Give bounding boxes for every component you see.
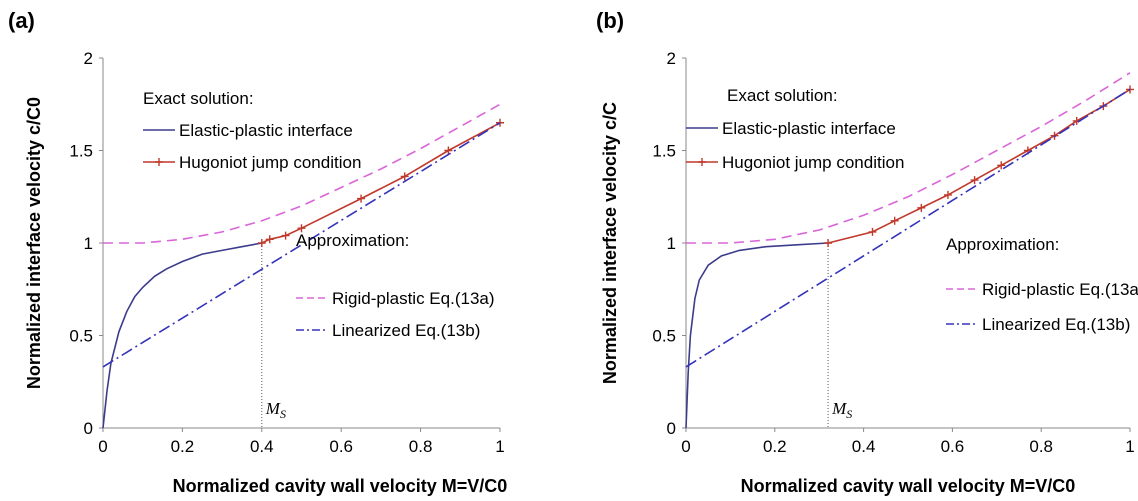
legend-header-approx: Approximation: [946,235,1059,254]
series-point [890,216,899,225]
series-line-2 [103,103,501,244]
series-point [943,190,952,199]
legend-entry-label: Elastic-plastic interface [179,121,353,140]
legend-header-exact: Exact solution: [727,86,838,105]
y-tick-label: 1.5 [69,142,93,161]
y-tick-label: 1.5 [652,142,676,161]
series-line-2 [686,72,1131,244]
series-line-0 [102,242,262,429]
panel-label: (b) [596,8,624,33]
ms-label: MS [265,399,286,421]
chart-panel-a: 0 0.5 1 1.5 2 0 0.2 0.4 0.6 0.8 1 MS Exact solution:… [8,8,507,496]
series-line-1 [261,122,501,244]
y-tick-label: 1 [84,234,93,253]
legend-swatch-marker [698,158,706,166]
legend-entry-label: Elastic-plastic interface [722,119,896,138]
chart-panel-b: 0 0.5 1 1.5 2 0 0.2 0.4 0.6 0.8 1 MS Exact solution:… [596,8,1138,496]
series-point [917,203,926,212]
x-tick-label: 0 [98,437,107,456]
legend-entry-label: Rigid-plastic Eq.(13a) [332,289,495,308]
legend-swatch-marker [155,158,163,166]
series-line-3 [102,122,501,368]
y-tick-label: 1 [667,234,676,253]
x-tick-label: 0.8 [409,437,433,456]
series-point [970,176,979,185]
series-point [444,146,453,155]
ms-label: MS [831,399,852,421]
legend-header-exact: Exact solution: [143,89,254,108]
x-tick-label: 1 [495,437,504,456]
series-point [400,172,409,181]
legend-header-approx: Approximation: [296,231,409,250]
series-line-1 [827,88,1131,244]
x-tick-label: 0 [681,437,690,456]
y-axis-label: Normalized interface velocity c/C [600,102,620,384]
series-line-0 [685,242,829,429]
legend-entry-label: Linearized Eq.(13b) [982,315,1130,334]
series-point [297,224,306,233]
series-point [496,118,504,127]
series-point [997,161,1006,170]
series-point [265,235,274,244]
y-tick-label: 2 [84,49,93,68]
x-tick-label: 0.4 [852,437,876,456]
legend-entry-label: Hugoniot jump condition [179,153,361,172]
series-point [257,239,266,247]
x-tick-label: 1 [1125,437,1134,456]
x-tick-label: 0.6 [329,437,353,456]
series-point [357,194,366,203]
x-axis-label: Normalized cavity wall velocity M=V/C0 [741,476,1076,496]
x-tick-label: 0.2 [763,437,787,456]
legend-entry-label: Hugoniot jump condition [722,153,904,172]
panel-label: (a) [8,8,35,33]
legend-entry-label: Rigid-plastic Eq.(13a) [982,280,1138,299]
y-tick-label: 0.5 [69,327,93,346]
series-point [281,231,290,240]
x-tick-label: 0.2 [171,437,195,456]
x-tick-label: 0.4 [250,437,274,456]
y-tick-label: 0.5 [652,327,676,346]
y-tick-label: 2 [667,49,676,68]
series-point [868,227,877,236]
y-axis-label: Normalized interface velocity c/C0 [24,97,44,389]
x-axis-label: Normalized cavity wall velocity M=V/C0 [173,476,508,496]
legend-entry-label: Linearized Eq.(13b) [332,321,480,340]
y-tick-label: 0 [84,419,93,438]
y-tick-label: 0 [667,419,676,438]
series-point [824,239,833,247]
x-tick-label: 0.8 [1029,437,1053,456]
x-tick-label: 0.6 [941,437,965,456]
